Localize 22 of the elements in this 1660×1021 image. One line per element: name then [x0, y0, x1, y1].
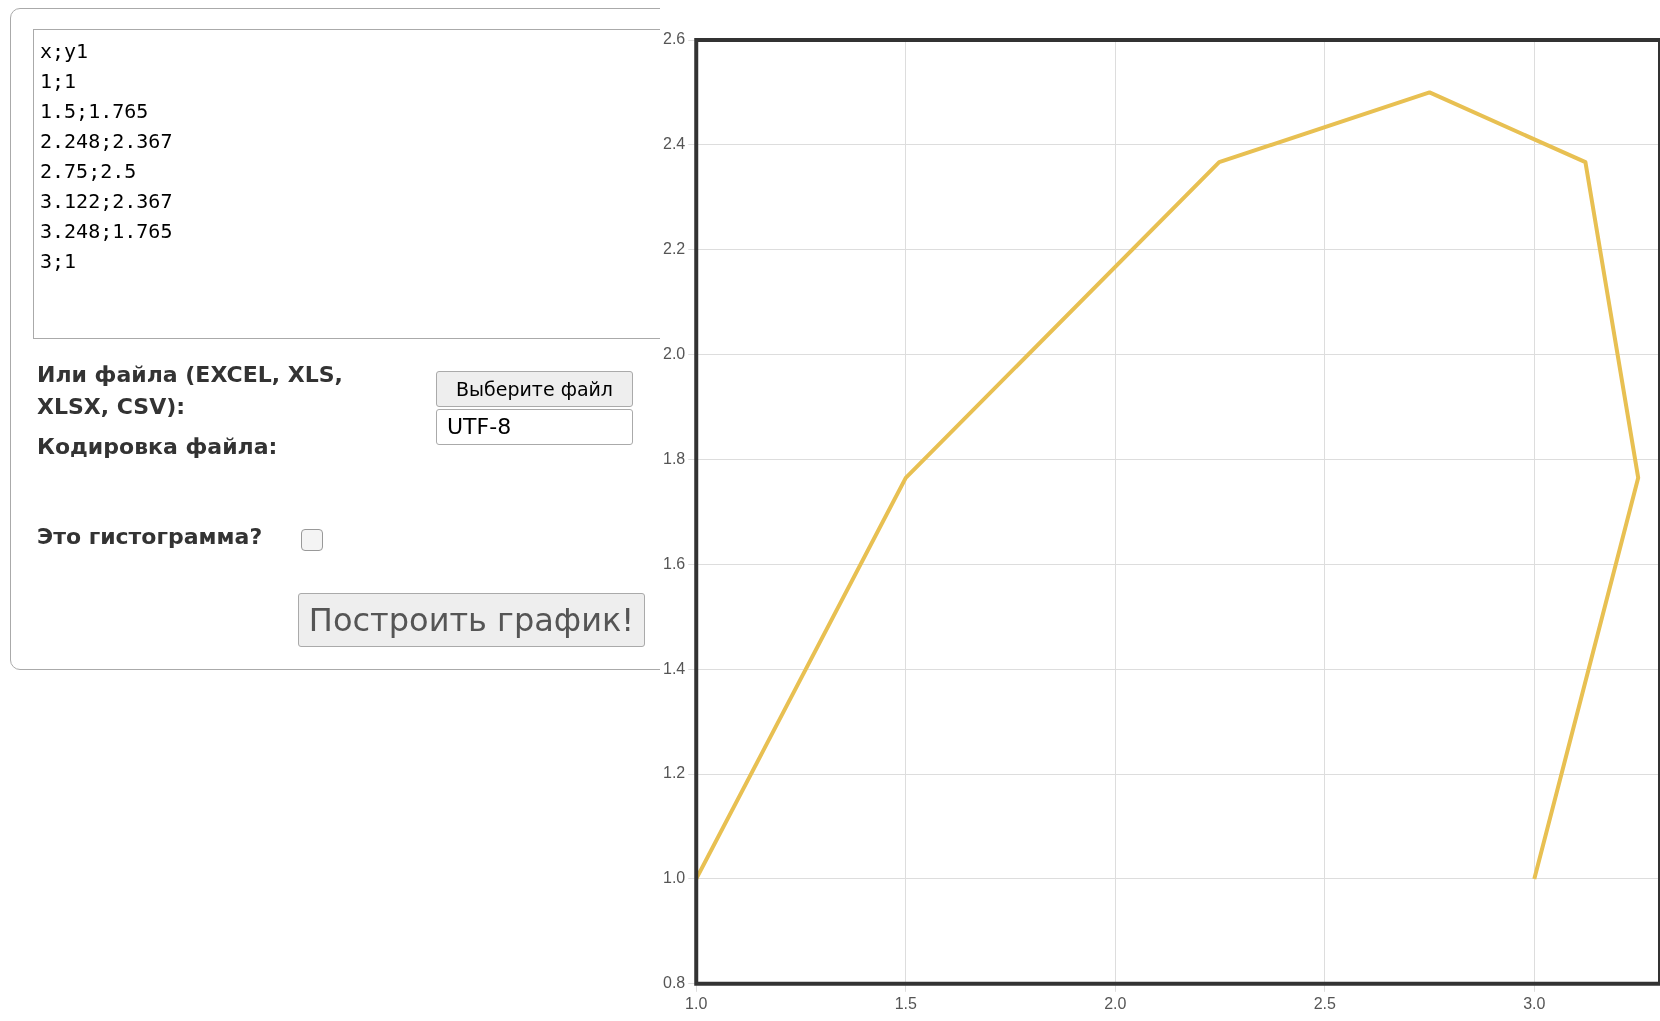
x-tick-label: 2.0 [1104, 994, 1127, 1012]
y-tick-label: 1.8 [662, 449, 686, 467]
dropdown: UTF-8 [436, 409, 633, 445]
x-tick-label: 3.0 [1523, 994, 1546, 1012]
y-tick-label: 2.2 [662, 240, 686, 258]
x-tick-label: 2.5 [1313, 994, 1336, 1012]
text: Или файла (EXCEL, XLS, XLSX, CSV): [37, 361, 344, 421]
button: Выберите файл [436, 371, 633, 407]
y-tick-label: 0.8 [662, 974, 686, 992]
text: Кодировка файла: [37, 434, 278, 459]
y-tick-label: 2.6 [662, 30, 686, 48]
y-tick-label: 1.6 [662, 554, 686, 572]
text: Это гистограмма? [37, 524, 263, 549]
y-tick-label: 2.0 [662, 345, 686, 363]
y-tick-label: 1.0 [662, 869, 686, 887]
x-tick-label: 1.0 [685, 994, 708, 1012]
y-tick-label: 1.4 [662, 659, 686, 677]
y-tick-label: 2.4 [662, 135, 686, 153]
y-tick-label: 1.2 [662, 764, 686, 782]
x-tick-label: 1.5 [894, 994, 917, 1012]
button: Построить график! [298, 593, 645, 647]
text: x;y1 1;1 1.5;1.765 2.248;2.367 2.75;2.5 3.122;2.367 3.248;1.765 3;1 [40, 39, 173, 273]
